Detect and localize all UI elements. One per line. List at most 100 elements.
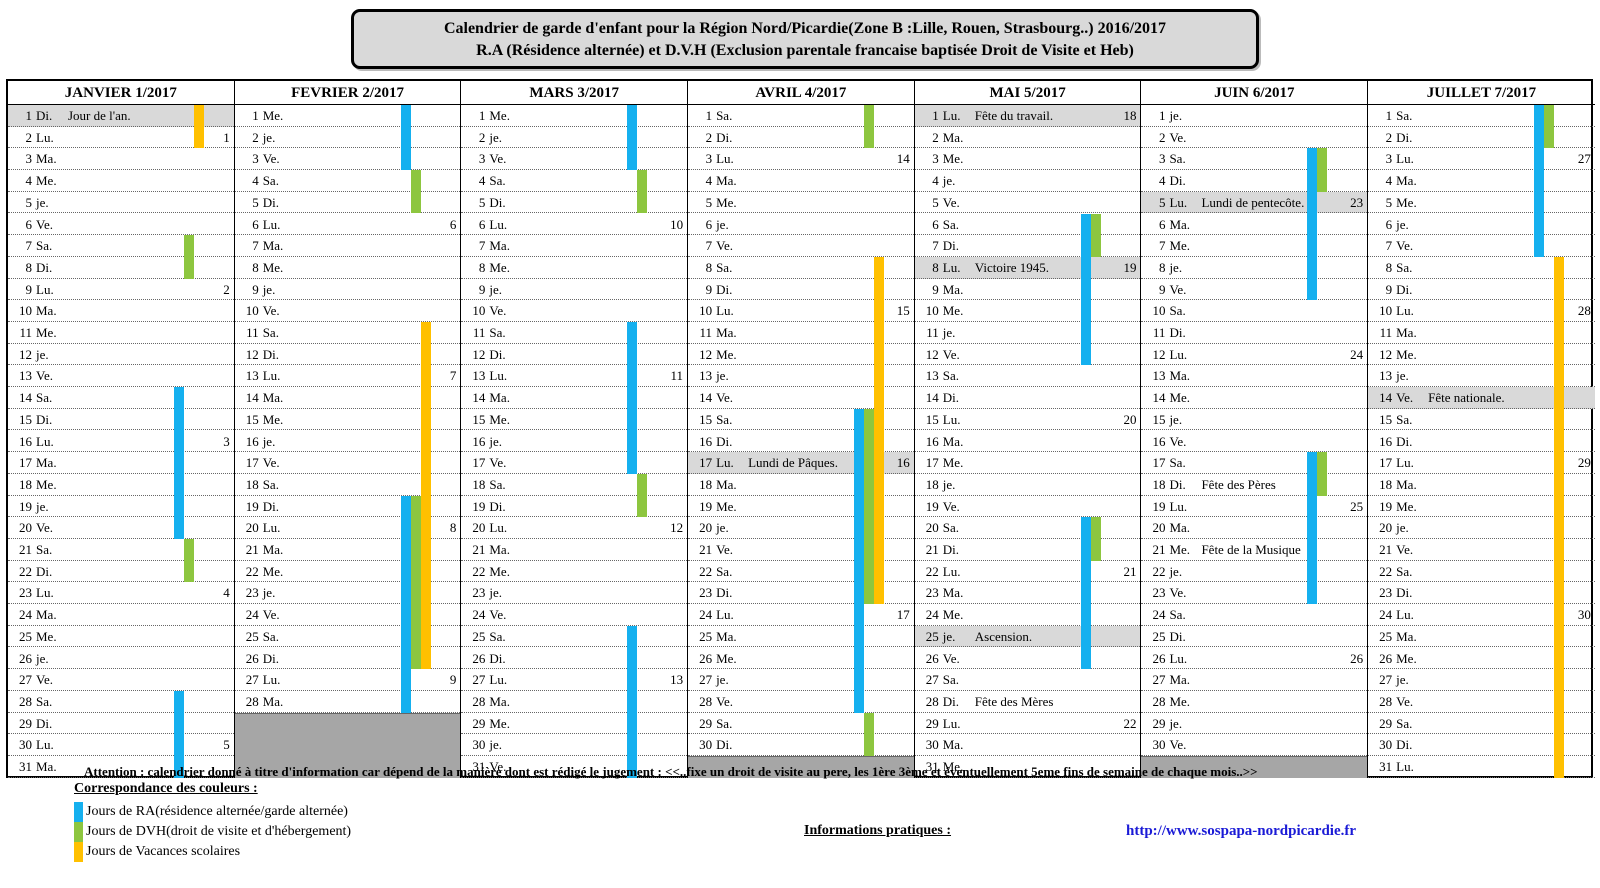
day-row: 20 Sa. <box>914 517 1141 539</box>
week-number: 11 <box>670 368 684 384</box>
day-name: Ma. <box>716 476 737 492</box>
week-number: 6 <box>449 216 457 232</box>
day-name: je. <box>262 129 276 145</box>
day-name: je. <box>36 194 49 210</box>
day-name: Ma. <box>1396 173 1417 189</box>
day-row: 24 Ve. <box>234 604 461 626</box>
day-row: 30 Di. <box>688 734 914 756</box>
day-row: 16 Ve. <box>1141 431 1368 453</box>
day-row: 27 Sa. <box>914 669 1141 691</box>
day-name: Me. <box>489 411 510 427</box>
day-name: Lu. <box>36 585 54 601</box>
day-row: 9 je. <box>461 279 688 301</box>
day-row: 15 Me. <box>234 409 461 431</box>
day-name: je. <box>1396 672 1409 688</box>
day-name: Sa. <box>942 216 959 232</box>
day-name: je. <box>1396 520 1409 536</box>
day-row: 8 Sa. <box>688 257 914 279</box>
day-name: Me. <box>942 151 964 167</box>
day-number: 31 <box>472 759 486 774</box>
day-name: Ma. <box>1169 520 1191 536</box>
day-row: 29 Sa. <box>1368 713 1595 735</box>
day-row: 20 je. <box>688 517 914 539</box>
day-row: 29 Me. <box>461 713 688 735</box>
day-row: 6 Ve. <box>8 214 234 236</box>
day-row: 17 Ma. <box>8 452 234 474</box>
vacances-bar <box>420 322 431 670</box>
day-row: 29 je. <box>1141 713 1368 735</box>
day-number: 23 <box>925 585 939 601</box>
day-row: 21 Ve. <box>1368 539 1595 561</box>
day-name: Lu. <box>489 216 508 232</box>
ra-bar <box>174 387 184 539</box>
day-number: 9 <box>705 281 713 297</box>
day-name: Lu. <box>1169 650 1188 666</box>
day-row: 3 Ve. <box>234 148 461 171</box>
day-number: 20 <box>925 520 939 536</box>
day-row: 28 Ve. <box>688 691 914 713</box>
day-name: Ve. <box>1169 433 1187 449</box>
day-name: Sa. <box>489 173 506 189</box>
day-name: je. <box>716 672 729 688</box>
day-row: 11 Sa. <box>461 322 688 344</box>
week-number: 26 <box>1350 650 1364 666</box>
week-number: 23 <box>1350 194 1364 210</box>
day-name: je. <box>489 585 503 601</box>
day-name: Lu. <box>262 216 281 232</box>
day-row: 14 Ma. <box>234 387 461 409</box>
day-name: Sa. <box>36 693 53 709</box>
day-row: 22 Di. <box>8 561 234 583</box>
empty-days-filler <box>688 756 914 778</box>
dvh-bar <box>410 495 421 670</box>
day-row: 19 je. <box>8 496 234 518</box>
legend-title: Correspondance des couleurs : <box>74 781 258 796</box>
day-row: 26 je. <box>8 648 234 670</box>
day-name: je. <box>1169 411 1183 427</box>
day-number: 26 <box>245 650 259 666</box>
day-row: 14 Ve. Fête nationale. <box>1368 387 1595 409</box>
day-name: Ve. <box>489 455 507 471</box>
day-number: 29 <box>19 715 32 731</box>
day-row: 29 Di. <box>8 713 234 735</box>
day-name: Ve. <box>1169 737 1187 753</box>
day-row: 23 Di. <box>1368 582 1595 605</box>
day-number: 5 <box>252 194 259 210</box>
day-name: je. <box>489 433 503 449</box>
day-row: 29 Lu. 22 <box>914 713 1141 735</box>
month-header: JUILLET 7/2017 <box>1368 81 1595 105</box>
day-number: 12 <box>925 346 939 362</box>
day-number: 31 <box>1379 759 1393 774</box>
day-row: 8 Me. <box>461 257 688 279</box>
day-row: 24 Ma. <box>8 604 234 626</box>
ra-bar <box>627 105 638 171</box>
day-row: 25 Sa. <box>461 626 688 648</box>
day-number: 18 <box>19 476 32 492</box>
day-name: Di. <box>262 346 279 362</box>
day-row: 14 Ve. <box>688 387 914 409</box>
day-number: 17 <box>472 455 486 471</box>
day-name: Ve. <box>1396 542 1414 557</box>
day-number: 9 <box>932 281 939 297</box>
day-row: 2 Di. <box>1368 127 1595 149</box>
day-number: 3 <box>25 151 33 167</box>
month-column: AVRIL 4/2017 1 Sa. 2 Di. 3 Lu. 14 4 Ma. 5 Me. 6 je. 7 V… <box>688 81 915 778</box>
day-name: je. <box>1169 259 1183 275</box>
day-row: 19 Di. <box>234 496 461 518</box>
day-row: 6 Sa. <box>914 214 1141 236</box>
day-row: 19 Lu. 25 <box>1141 496 1368 518</box>
day-number: 12 <box>1152 346 1166 362</box>
day-row: 3 Ma. <box>8 148 234 171</box>
day-row: 30 je. <box>461 734 688 756</box>
website-link[interactable]: http://www.sospapa-nordpicardie.fr <box>1126 823 1357 839</box>
day-name: Di. <box>36 411 53 427</box>
day-number: 23 <box>1152 585 1166 601</box>
day-row: 5 Di. <box>234 192 461 214</box>
day-name: Ve. <box>262 303 280 319</box>
day-number: 27 <box>925 672 939 688</box>
day-number: 13 <box>245 368 259 384</box>
day-name: Ma. <box>1169 672 1191 688</box>
day-number: 11 <box>246 325 259 340</box>
day-number: 2 <box>478 129 486 145</box>
day-row: 1 Di. Jour de l'an. <box>8 105 234 127</box>
day-row: 18 je. <box>914 474 1141 496</box>
